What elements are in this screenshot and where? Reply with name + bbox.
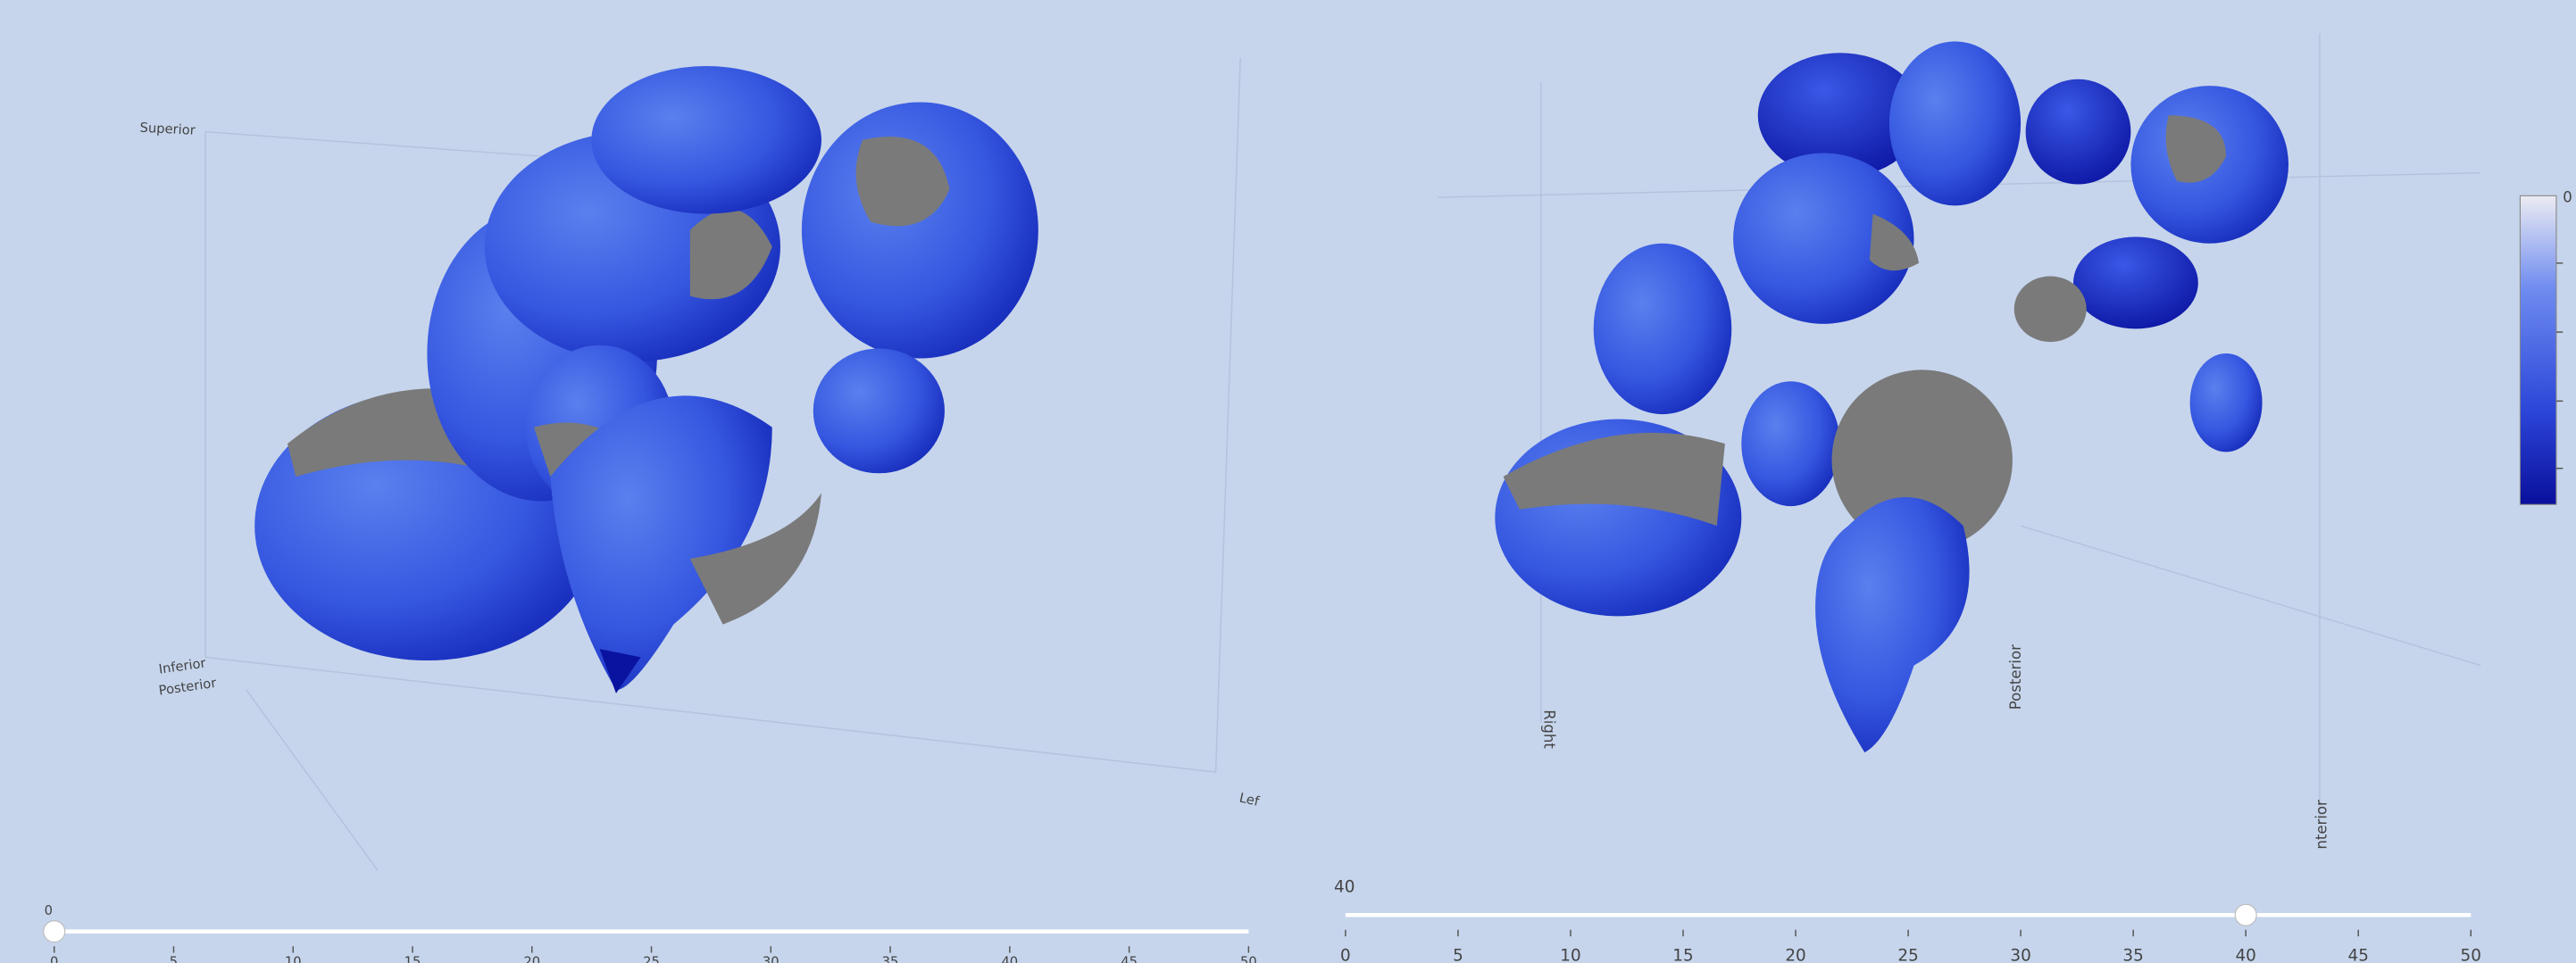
scene-axis-line	[1216, 58, 1241, 772]
axis-label: nterior	[2313, 800, 2330, 850]
axis-label: Inferior	[158, 655, 208, 677]
scene-axis-line	[246, 690, 378, 870]
slider-tick-label: 25	[643, 954, 660, 963]
slider-tick-label: 10	[1560, 947, 1580, 963]
slider-value: 0	[45, 903, 53, 918]
scene-axis-line	[205, 657, 1216, 772]
slider-tick-label: 15	[404, 954, 421, 963]
slider-tick-label: 50	[2461, 947, 2481, 963]
slider-handle[interactable]	[2235, 904, 2256, 926]
slider-tick-label: 0	[1340, 947, 1351, 963]
slider-tick-label: 30	[2010, 947, 2030, 963]
left-mesh	[254, 66, 1038, 693]
right-mesh	[1495, 41, 2288, 752]
slider-tick-label: 45	[2348, 947, 2369, 963]
colorbar	[2520, 195, 2555, 504]
axis-label: Right	[1541, 710, 1558, 749]
slider-value: 40	[1334, 877, 1355, 896]
slider-tick-label: 35	[2122, 947, 2143, 963]
colorbar-label: 0	[2563, 189, 2572, 206]
axis-label: Lef	[1238, 791, 1261, 809]
axis-label: Posterior	[158, 676, 219, 699]
slider-tick-label: 5	[170, 954, 178, 963]
slider-tick-label: 40	[1001, 954, 1018, 963]
page: 0 Superior Inferior Posterior Lef Right …	[0, 0, 2576, 963]
slider-tick-label: 35	[882, 954, 899, 963]
slider-tick-label: 45	[1121, 954, 1138, 963]
slider-tick-label: 50	[1240, 954, 1257, 963]
slider-tick-label: 25	[1897, 947, 1918, 963]
slider-tick-label: 10	[285, 954, 302, 963]
slider-tick-label: 20	[1785, 947, 1805, 963]
slider-tick-label: 20	[523, 954, 540, 963]
slider-tick-label: 40	[2235, 947, 2255, 963]
colorbar-ticks	[2556, 263, 2563, 469]
scene-axis-line	[2021, 526, 2480, 665]
axis-label: Posterior	[2007, 644, 2024, 710]
slider-tick-label: 0	[50, 954, 58, 963]
slider-tick-label: 5	[1453, 947, 1463, 963]
axis-label: Superior	[139, 120, 196, 138]
slider-tick-label: 30	[763, 954, 779, 963]
slider-tick-label: 15	[1672, 947, 1693, 963]
scene-axis-line	[205, 132, 542, 157]
app-view: 0 Superior Inferior Posterior Lef Right …	[0, 0, 2576, 963]
slider-handle[interactable]	[44, 921, 65, 942]
